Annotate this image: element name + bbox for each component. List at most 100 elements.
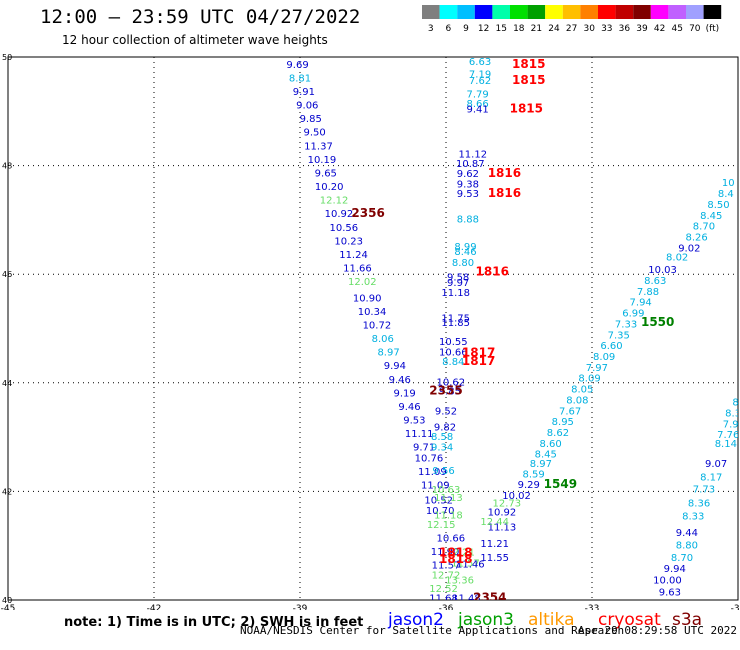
wave-height-label: 10.66 [437, 533, 466, 544]
wave-height-label: 9.53 [403, 416, 425, 427]
colorbar-swatch [598, 5, 616, 19]
wave-height-label: 11.13 [488, 522, 517, 533]
wave-height-label: 8.84 [442, 357, 464, 368]
colorbar-swatch [510, 5, 528, 19]
wave-height-label: 8.4 [718, 189, 734, 200]
x-tick-label: -39 [293, 604, 308, 610]
wave-height-label: 11.75 [441, 313, 470, 324]
x-tick-label: -36 [439, 604, 454, 610]
wave-height-label: 8.88 [457, 215, 479, 226]
pass-time-label: 2356 [351, 206, 384, 220]
wave-height-label: 8.17 [700, 473, 722, 484]
wave-height-label: 8.70 [693, 222, 715, 233]
wave-height-label: 10.34 [358, 307, 387, 318]
wave-height-label: 8.08 [566, 395, 588, 406]
wave-height-label: 10.90 [353, 293, 382, 304]
notes-bar: note: 1) Time is in UTC; 2) SWH is in fe… [0, 610, 740, 650]
wave-height-label: 8.80 [676, 540, 698, 551]
wave-height-label: 11.09 [421, 481, 450, 492]
page-title: 12:00 – 23:59 UTC 04/27/2022 [40, 6, 361, 28]
x-tick-label: -33 [585, 604, 600, 610]
wave-height-label: 10.52 [424, 495, 453, 506]
wave-height-label: 10.62 [437, 378, 466, 389]
colorbar-label: 12 [478, 24, 489, 34]
pass-time-label: 1815 [512, 57, 545, 71]
wave-height-label: 11.55 [480, 553, 509, 564]
wave-height-label: 11.66 [343, 263, 372, 274]
wave-height-label: 9.97 [447, 278, 469, 289]
colorbar-swatch [527, 5, 546, 19]
wave-height-label: 9.94 [664, 564, 686, 575]
y-tick-label: 40 [2, 596, 12, 605]
wave-height-label: 9.53 [457, 189, 479, 200]
colorbar-swatch [615, 5, 634, 19]
wave-height-label: 7.79 [467, 90, 489, 101]
wave-height-label: 11.12 [458, 149, 487, 160]
wave-height-label: 12.44 [480, 517, 509, 528]
wave-height-label: 10.63 [432, 485, 461, 496]
colorbar-swatch [492, 5, 510, 19]
colorbar-label: 3 [428, 24, 434, 34]
legend-s3a: s3a [672, 610, 703, 630]
x-tick-label: -45 [1, 604, 16, 610]
pass-time-label: 1818 [439, 546, 472, 560]
wave-height-label: 7.97 [586, 363, 608, 374]
wave-height-label: 11.85 [441, 318, 470, 329]
wave-height-label: 6.99 [622, 309, 644, 320]
note-text: note: 1) Time is in UTC; 2) SWH is in fe… [64, 615, 364, 630]
y-tick-label: 44 [2, 379, 12, 388]
wave-height-label: 11.57 [451, 558, 480, 569]
wave-height-label: 7.73 [693, 484, 715, 495]
color-scale-legend: 3 6 9 12 15 18 21 24 27 30 33 36 39 42 45 70 (ft) [422, 5, 722, 34]
wave-height-label: 8.50 [707, 200, 729, 211]
pass-time-label: 1816 [488, 186, 521, 200]
wave-height-label: 10.19 [308, 155, 337, 166]
wave-height-label: 8.95 [552, 417, 574, 428]
wave-height-label: 10 [722, 178, 735, 189]
wave-height-label: 9.46 [398, 402, 420, 413]
pass-time-label: 1234 [692, 602, 725, 610]
wave-height-label: 8.33 [682, 512, 704, 523]
wave-height-label: 8.81 [289, 73, 311, 84]
pass-time-label: 2353 [473, 603, 506, 610]
wave-height-label: 7.33 [615, 319, 637, 330]
colorbar-swatch [650, 5, 669, 19]
wave-height-label: 9.34 [431, 443, 453, 454]
pass-time-label: 1815 [512, 73, 545, 87]
wave-height-label: 7.88 [637, 287, 659, 298]
colorbar-label: 36 [619, 24, 631, 34]
wave-height-label: 9.06 [296, 101, 318, 112]
colorbar-swatch [633, 5, 651, 19]
wave-height-label: 10.20 [315, 182, 344, 193]
wave-height-label: 12.21 [446, 547, 475, 558]
wave-height-label: 12.12 [320, 196, 349, 207]
wave-height-label: 8.36 [688, 499, 710, 510]
generation-timestamp: Apr 29 08:29:58 UTC 2022 [578, 624, 737, 637]
wave-height-label: 9.52 [435, 406, 457, 417]
colorbar-label: 42 [654, 24, 665, 34]
pass-time-label: 1550 [641, 315, 674, 329]
legend-jason2: jason2 [388, 610, 444, 630]
wave-height-label: 12.72 [432, 570, 461, 581]
legend-altika: altika [528, 610, 575, 630]
wave-height-label: 11.90 [431, 547, 460, 558]
wave-height-label: 9.62 [457, 169, 479, 180]
colorbar-swatch [457, 5, 475, 19]
wave-height-label: 9.65 [315, 168, 337, 179]
colorbar-label: 21 [531, 24, 542, 34]
wave-height-label: 12.02 [348, 277, 377, 288]
colorbar-label: 27 [566, 24, 577, 34]
colorbar-swatch [545, 5, 563, 19]
wave-height-label: 9.71 [413, 443, 435, 454]
wave-height-label: 8.09 [578, 374, 600, 385]
wave-height-label: 11.21 [480, 539, 509, 550]
colorbar-swatch [703, 5, 722, 19]
wave-height-label: 11.41 [451, 602, 480, 610]
wave-height-label: 8.62 [547, 428, 569, 439]
pass-time-label: 2355 [429, 384, 462, 398]
wave-height-label: 7.76 [717, 430, 739, 441]
colorbar-label: 15 [495, 24, 506, 34]
wave-height-label: 9.91 [293, 87, 315, 98]
wave-height-label: 8.05 [571, 385, 593, 396]
colorbar-label: 33 [601, 24, 612, 34]
